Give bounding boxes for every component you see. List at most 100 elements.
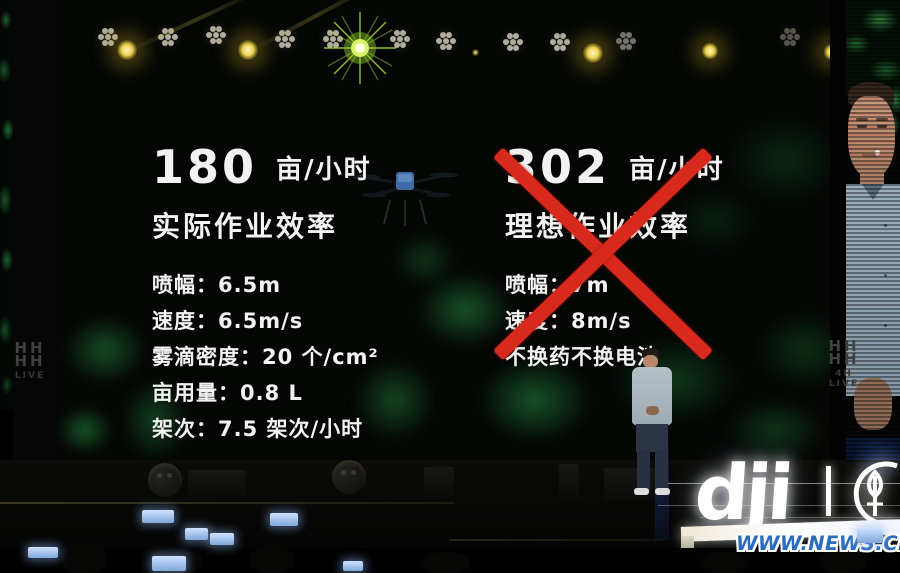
right-pillar (830, 0, 846, 462)
stage-light (397, 36, 403, 42)
projection-screen: 180 亩/小时 实际作业效率 喷幅：6.5m 速度：6.5m/s 雾滴密度：2… (55, 0, 830, 462)
audience-head (60, 540, 106, 573)
stage-equipment-box (188, 470, 245, 498)
left-headline: 180 亩/小时 (152, 142, 379, 192)
brow (856, 118, 868, 121)
phone-screen (142, 510, 174, 523)
left-specs: 喷幅：6.5m 速度：6.5m/s 雾滴密度：20 个/cm² 亩用量：0.8 … (152, 267, 379, 447)
foliage-texture (55, 270, 215, 462)
stage-light (443, 38, 449, 44)
phone-screen (185, 528, 208, 540)
speaker-closeup-face (848, 96, 895, 178)
shirt-button (884, 224, 887, 227)
moving-head-light (148, 463, 182, 497)
foliage-texture (555, 260, 830, 462)
yellow-spotlight (237, 39, 259, 61)
left-pillar: HH HH LIVE (13, 0, 55, 462)
shirt-collar (862, 184, 884, 200)
yellow-spotlight (116, 39, 138, 61)
presenter-hair (642, 348, 659, 359)
spec-line: 架次：7.5 架次/小时 (152, 417, 364, 441)
hh-logo: HH (828, 350, 860, 368)
phone-screen (28, 547, 58, 558)
presenter-shoe (655, 488, 670, 495)
phone-screen (270, 513, 298, 526)
eye (877, 125, 887, 128)
scanline-artifact (848, 96, 895, 178)
spec-line: 雾滴密度：20 个/cm² (152, 345, 379, 369)
left-value: 180 (152, 140, 258, 194)
hh-logo: HH (828, 337, 860, 355)
eye (857, 125, 867, 128)
presenter-hands (646, 406, 659, 415)
audience-head (820, 548, 866, 573)
audience-head (700, 552, 748, 573)
audience-arm (152, 520, 159, 550)
phone-screen (210, 533, 234, 545)
blue-light-glow (855, 430, 900, 490)
spec-line: 亩用量：0.8 L (152, 381, 303, 405)
audience-head (420, 552, 470, 573)
screen-bottom-band (846, 438, 900, 462)
phone-screen (152, 556, 186, 571)
stage-light (282, 36, 288, 42)
stage-light (213, 32, 219, 38)
stage-light (165, 34, 171, 40)
spec-line: 喷幅：6.5m (152, 273, 282, 297)
brow (876, 118, 888, 121)
right-pillar-logo: HH HH 4H LIVE (824, 337, 864, 390)
presenter-face (643, 355, 658, 368)
left-title: 实际作业效率 (152, 210, 339, 243)
spec-line: 速度：6.5m/s (152, 309, 304, 333)
presenter-leg (637, 450, 650, 490)
shirt-button (884, 274, 887, 277)
stage-equipment-box (424, 467, 454, 498)
small-light (472, 49, 479, 56)
presenter-jeans (636, 424, 668, 452)
speaker-closeup-hands (854, 378, 892, 430)
hh-logo: HH (14, 352, 46, 370)
presenter-shoe (634, 488, 649, 495)
stage-light (623, 38, 629, 44)
drone-icon (352, 172, 458, 226)
stage-light (787, 34, 793, 40)
left-unit: 亩/小时 (276, 155, 372, 185)
right-specs: 喷幅：7m 速度：8m/s 不换药不换电池 (505, 267, 725, 375)
phone-screen (343, 561, 363, 571)
yellow-spotlight (701, 42, 719, 60)
left-pillar-logo: HH HH LIVE (13, 339, 47, 382)
audience-head (250, 545, 294, 573)
mouth (862, 154, 876, 157)
speaker-closeup-shirt (846, 184, 900, 396)
side-screen (846, 0, 900, 462)
stage-edge-highlight (450, 539, 665, 541)
truss-wire (658, 505, 900, 506)
presenter (622, 348, 684, 500)
stage-light (557, 39, 563, 45)
moving-head-light (332, 460, 366, 494)
live-label: 4H LIVE (828, 369, 860, 389)
headset-mic-icon (875, 150, 880, 155)
slide-left-column: 180 亩/小时 实际作业效率 喷幅：6.5m 速度：6.5m/s 雾滴密度：2… (152, 142, 379, 447)
stage-light (330, 36, 336, 42)
hh-logo: HH (14, 339, 46, 357)
stage-light (105, 34, 111, 40)
starburst-light (324, 12, 396, 84)
yellow-spotlight (582, 42, 604, 64)
spec-line: 不换药不换电池 (505, 345, 659, 369)
truss-wire (658, 483, 900, 484)
presenter-shirt (632, 367, 672, 425)
led-edge-strip (0, 0, 13, 410)
truss-wire (700, 517, 900, 518)
audience-arm (278, 524, 285, 550)
logo-divider (826, 466, 831, 516)
phone-screen (857, 528, 883, 543)
presenter-leg (655, 450, 668, 490)
shirt-button (884, 324, 887, 327)
stage-edge-highlight (0, 502, 455, 504)
scanline-overlay (846, 0, 900, 462)
live-label: LIVE (14, 371, 46, 381)
stage-light (510, 39, 516, 45)
stage-speaker (559, 464, 579, 500)
